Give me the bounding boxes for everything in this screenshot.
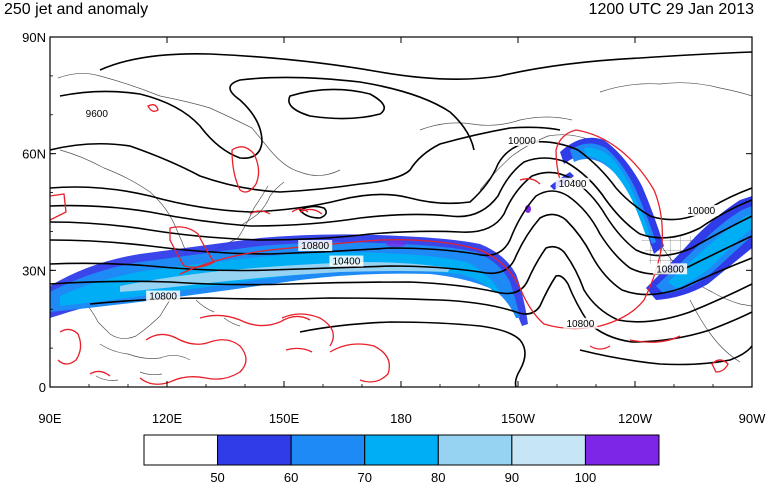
longitude-axis: 90E 120E 150E 180 150W 120W 90W xyxy=(38,37,766,426)
contour-label: 9600 xyxy=(86,109,109,120)
colorbar-swatch xyxy=(290,434,366,466)
lon-tick-label: 90E xyxy=(38,411,61,426)
contour-label-bg xyxy=(329,255,364,267)
colorbar-level-label: 60 xyxy=(284,470,298,485)
contour-label-bg xyxy=(684,205,719,216)
contour-label: 10800 xyxy=(301,241,329,252)
contour-label-bg xyxy=(146,290,181,302)
contour-label-bg xyxy=(82,107,111,119)
contour-label-bg xyxy=(555,177,590,189)
lon-tick-label: 150E xyxy=(269,411,300,426)
contour-label: 10400 xyxy=(559,179,587,190)
contour-label: 10800 xyxy=(656,264,684,275)
colorbar-swatch xyxy=(437,434,513,466)
contour-label-bg xyxy=(653,263,688,275)
contour-label: 10400 xyxy=(332,257,360,268)
map-content: 9600100001040010000108001040010800108001… xyxy=(50,51,752,387)
lat-tick-label: 90N xyxy=(22,30,46,45)
lon-tick-label: 120W xyxy=(618,411,653,426)
contour-label-bg xyxy=(298,240,333,251)
lon-tick-label: 120E xyxy=(152,411,183,426)
colorbar-level-label: 50 xyxy=(210,470,224,485)
colorbar-level-label: 100 xyxy=(575,470,597,485)
height-contours xyxy=(50,51,752,387)
jet-core-fast xyxy=(120,262,450,292)
colorbar-swatch xyxy=(143,434,219,466)
map-background xyxy=(50,37,752,387)
lat-tick-label: 0 xyxy=(39,380,46,395)
contour-label: 10800 xyxy=(566,319,594,330)
colorbar-swatch xyxy=(584,434,660,466)
anomaly-contours xyxy=(50,104,729,385)
map-datetime: 1200 UTC 29 Jan 2013 xyxy=(588,1,754,18)
colorbar-swatch xyxy=(511,434,586,466)
contour-label: 10000 xyxy=(687,206,715,217)
colorbar-swatch xyxy=(364,434,439,466)
contour-label-bg xyxy=(563,317,598,329)
colorbar-swatch xyxy=(217,434,292,466)
colorbar-level-label: 80 xyxy=(431,470,445,485)
lon-tick-label: 90W xyxy=(739,411,766,426)
map-title: 250 jet and anomaly xyxy=(4,1,149,18)
lat-tick-label: 30N xyxy=(22,263,46,278)
contour-label: 10800 xyxy=(149,292,177,303)
colorbar: 50 60 70 80 90 100 xyxy=(143,434,660,485)
colorbar-level-label: 90 xyxy=(505,470,519,485)
latitude-axis: 90N 60N 30N 0 xyxy=(22,30,752,395)
colorbar-level-label: 70 xyxy=(357,470,371,485)
lon-tick-label: 150W xyxy=(501,411,536,426)
contour-label-bg xyxy=(504,135,539,146)
contour-label: 10000 xyxy=(508,136,536,147)
lon-tick-label: 180 xyxy=(390,411,412,426)
lat-tick-label: 60N xyxy=(22,147,46,162)
contour-labels: 9600100001040010000108001040010800108001… xyxy=(82,107,719,330)
